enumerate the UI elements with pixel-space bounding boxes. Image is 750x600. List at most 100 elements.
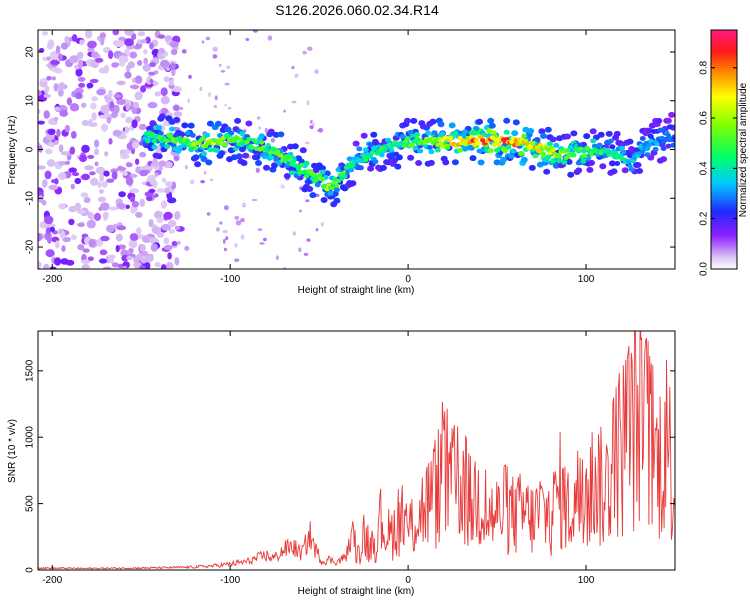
heatmap-cell [466,145,473,151]
heatmap-cell [69,55,79,64]
heatmap-cell [511,130,519,137]
y-tick-label: 1000 [25,426,36,449]
heatmap-cell [403,117,411,124]
heatmap-cell [207,92,211,98]
heatmap-cell [104,151,109,157]
heatmap-cell [258,126,261,130]
heatmap-cell [538,128,546,135]
heatmap-cell [68,218,75,226]
heatmap-cell [203,170,207,175]
heatmap-cell [199,136,205,141]
heatmap-cell [204,132,211,138]
heatmap-cell [156,217,164,224]
heatmap-cell [164,138,170,144]
heatmap-cell [426,145,433,150]
heatmap-cell [263,147,270,152]
heatmap-cell [235,220,242,226]
x-tick-label: 0 [405,274,411,285]
heatmap-cell [588,159,595,166]
heatmap-cell [580,149,587,154]
heatmap-cell [116,202,126,210]
heatmap-cell [46,76,52,81]
heatmap-cell [97,196,106,203]
heatmap-cell [333,197,341,204]
heatmap-cell [234,117,242,124]
heatmap-cell [94,139,100,148]
heatmap-cell [399,134,406,139]
heatmap-cell [628,166,635,172]
heatmap-cell [245,120,253,127]
heatmap-cell [378,152,385,158]
heatmap-cell [145,139,151,144]
heatmap-cell [59,230,66,240]
heatmap-cell [609,144,616,150]
heatmap-cell [85,30,93,39]
heatmap-cell [315,228,319,232]
heatmap-cell [160,59,170,68]
heatmap-cell [608,160,616,167]
heatmap-cell [125,116,133,124]
heatmap-cell [626,138,634,145]
heatmap-cell [43,93,51,98]
heatmap-cell [222,238,226,244]
heatmap-cell [81,264,90,269]
heatmap-cell [434,147,441,153]
heatmap-cell [407,129,414,135]
heatmap-cell [215,227,220,232]
heatmap-cell [442,159,450,166]
heatmap-cell [115,245,120,253]
heatmap-cell [259,140,265,145]
heatmap-cell [372,145,378,150]
spectrogram-ylabel: Frequency (Hz) [7,116,18,185]
heatmap-cell [187,98,190,104]
heatmap-cell [151,139,157,144]
heatmap-cell [263,237,267,242]
heatmap-cell [149,42,154,50]
heatmap-cell [487,117,495,124]
heatmap-cell [99,258,107,264]
y-tick-label: 20 [25,46,36,58]
heatmap-cell [136,227,142,235]
heatmap-cell [81,259,91,265]
heatmap-cell [583,133,591,140]
heatmap-cell [59,109,68,117]
heatmap-cell [636,168,644,174]
heatmap-cell [417,148,424,154]
heatmap-cell [142,235,152,243]
heatmap-cell [174,156,180,161]
heatmap-cell [124,30,134,36]
heatmap-cell [242,152,250,159]
heatmap-cell [103,170,110,177]
heatmap-cell [97,181,102,189]
heatmap-cell [303,160,310,166]
heatmap-cell [68,167,77,173]
heatmap-cell [320,222,324,227]
heatmap-cell [139,151,147,158]
heatmap-cell [283,109,287,113]
heatmap-cell [154,210,163,219]
y-tick-label: -20 [25,239,36,254]
colorbar-tick-label: 0.6 [699,111,710,125]
heatmap-cell [645,127,653,134]
heatmap-cell [113,104,120,114]
heatmap-cell [131,141,139,149]
heatmap-cell [188,74,192,79]
heatmap-cell [79,154,87,163]
heatmap-cell [258,133,265,139]
heatmap-cell [323,170,331,177]
heatmap-cell [43,110,50,119]
heatmap-cell [154,172,159,177]
heatmap-cell [577,142,584,148]
heatmap-cell [125,204,130,209]
heatmap-cell [271,162,278,169]
heatmap-cell [44,215,54,225]
heatmap-cell [45,148,53,155]
heatmap-cell [580,158,587,164]
heatmap-cell [316,173,322,178]
heatmap-cell [46,159,56,168]
heatmap-cell [108,206,119,211]
